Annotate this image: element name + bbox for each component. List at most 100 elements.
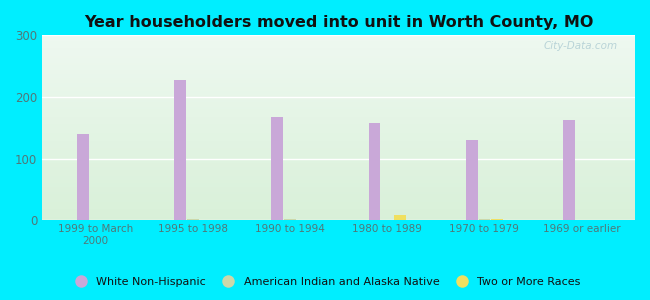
Bar	[42, 217, 635, 218]
Bar	[42, 207, 635, 209]
Bar	[42, 41, 635, 43]
Bar	[42, 176, 635, 178]
Bar	[42, 39, 635, 41]
Bar	[42, 211, 635, 213]
Bar	[42, 117, 635, 118]
Bar	[42, 93, 635, 94]
Bar	[42, 200, 635, 202]
Bar	[466, 140, 478, 220]
Bar	[42, 154, 635, 155]
Bar	[42, 107, 635, 109]
Bar	[42, 85, 635, 87]
Bar	[42, 74, 635, 76]
Bar	[42, 185, 635, 187]
Bar	[42, 218, 635, 220]
Bar	[42, 109, 635, 111]
Bar	[42, 130, 635, 131]
Bar	[42, 48, 635, 50]
Bar	[42, 190, 635, 193]
Bar	[42, 146, 635, 148]
Bar	[42, 141, 635, 142]
Bar	[42, 104, 635, 106]
Bar	[42, 111, 635, 113]
Bar	[42, 215, 635, 217]
Bar	[42, 58, 635, 59]
Bar	[42, 170, 635, 172]
Bar	[42, 182, 635, 183]
Legend: White Non-Hispanic, American Indian and Alaska Native, Two or More Races: White Non-Hispanic, American Indian and …	[65, 273, 585, 291]
Bar	[42, 78, 635, 80]
Title: Year householders moved into unit in Worth County, MO: Year householders moved into unit in Wor…	[84, 15, 593, 30]
Bar	[42, 76, 635, 78]
Bar	[42, 56, 635, 58]
Bar	[42, 102, 635, 104]
Bar	[42, 165, 635, 167]
Bar	[42, 204, 635, 206]
Bar	[42, 72, 635, 74]
Bar	[42, 115, 635, 117]
Bar	[42, 152, 635, 154]
Bar	[42, 180, 635, 182]
Bar	[42, 209, 635, 211]
Bar	[42, 187, 635, 189]
Bar	[42, 122, 635, 124]
Bar	[42, 131, 635, 133]
Bar	[42, 69, 635, 70]
Bar	[42, 61, 635, 63]
Bar	[42, 52, 635, 54]
Bar	[42, 37, 635, 39]
Bar	[42, 144, 635, 146]
Bar	[394, 215, 406, 220]
Bar	[42, 63, 635, 65]
Bar	[42, 87, 635, 89]
Bar	[42, 50, 635, 52]
Bar	[42, 194, 635, 196]
Bar	[42, 120, 635, 122]
Text: City-Data.com: City-Data.com	[543, 41, 618, 51]
Bar	[42, 128, 635, 130]
Bar	[42, 46, 635, 48]
Bar	[42, 213, 635, 215]
Bar	[42, 70, 635, 72]
Bar	[42, 148, 635, 150]
Bar	[42, 89, 635, 91]
Bar	[478, 219, 490, 220]
Bar	[42, 106, 635, 107]
Bar	[187, 219, 199, 220]
Bar	[42, 135, 635, 137]
Bar	[272, 117, 283, 220]
Bar	[42, 137, 635, 139]
Bar	[42, 126, 635, 128]
Bar	[42, 59, 635, 61]
Bar	[42, 198, 635, 200]
Bar	[42, 150, 635, 152]
Bar	[42, 35, 635, 37]
Bar	[284, 219, 296, 220]
Bar	[42, 124, 635, 126]
Bar	[42, 174, 635, 176]
Bar	[42, 133, 635, 135]
Bar	[42, 158, 635, 159]
Bar	[42, 54, 635, 56]
Bar	[42, 118, 635, 120]
Bar	[42, 183, 635, 185]
Bar	[42, 206, 635, 207]
Bar	[42, 83, 635, 85]
Bar	[77, 134, 89, 220]
Bar	[174, 80, 186, 220]
Bar	[42, 193, 635, 194]
Bar	[369, 123, 380, 220]
Bar	[42, 159, 635, 161]
Bar	[42, 139, 635, 141]
Bar	[42, 67, 635, 69]
Bar	[42, 189, 635, 190]
Bar	[563, 120, 575, 220]
Bar	[42, 161, 635, 163]
Bar	[42, 91, 635, 93]
Bar	[42, 94, 635, 96]
Bar	[42, 65, 635, 67]
Bar	[42, 169, 635, 170]
Bar	[42, 43, 635, 45]
Bar	[42, 142, 635, 144]
Bar	[42, 100, 635, 102]
